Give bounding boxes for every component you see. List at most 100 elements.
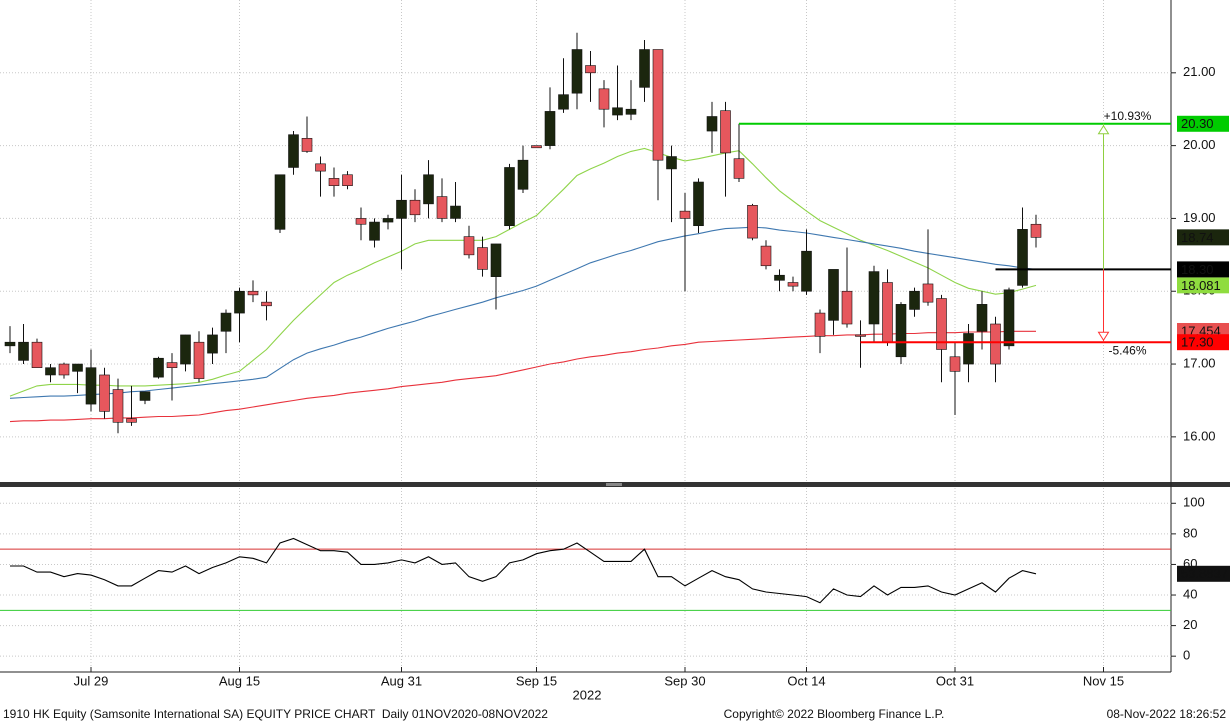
candle-body: [733, 158, 745, 179]
y-tick-label: 100: [1183, 495, 1205, 510]
x-tick-label: Jul 29: [74, 673, 109, 688]
candle-body: [234, 290, 245, 314]
candle-body: [598, 88, 610, 110]
candle-body: [666, 156, 677, 170]
candle-body: [342, 174, 353, 186]
candle-body: [355, 218, 367, 225]
y-tick-label: 17.00: [1183, 355, 1216, 370]
x-tick-label: Aug 15: [219, 673, 260, 688]
candle-body: [976, 304, 988, 332]
candle-body: [58, 363, 70, 376]
price-label: 18.081: [1181, 278, 1221, 293]
x-tick-label: Sep 15: [516, 673, 557, 688]
price-label-box: [1177, 261, 1229, 278]
candle-body: [504, 167, 515, 227]
candle-body: [45, 367, 56, 376]
candle-body: [207, 334, 218, 354]
price-label: 20.30: [1181, 116, 1214, 131]
candle-body: [922, 283, 934, 303]
candle-body: [31, 341, 43, 368]
x-tick-label: Sep 30: [664, 673, 705, 688]
candle-body: [85, 367, 97, 405]
x-tick-label: Nov 15: [1083, 673, 1124, 688]
candle-body: [936, 298, 947, 350]
candle-body: [369, 221, 380, 241]
price-label: 18.30: [1181, 262, 1214, 277]
candle-body: [760, 245, 772, 267]
price-label-box: [1177, 277, 1229, 294]
candle-body: [166, 362, 178, 368]
candle-body: [531, 145, 542, 149]
candle-body: [423, 174, 434, 205]
candle-body: [801, 250, 812, 292]
candle-body: [706, 116, 718, 132]
candle-body: [477, 247, 488, 270]
candle-body: [153, 357, 164, 378]
candle-body: [868, 271, 880, 325]
candle-body: [612, 107, 623, 116]
candle-body: [679, 210, 691, 219]
y-tick-label: 19.00: [1183, 210, 1216, 225]
candle-body: [409, 199, 421, 216]
candle-body: [814, 312, 826, 337]
y-tick-label: 40: [1183, 586, 1197, 601]
y-tick-label: 80: [1183, 525, 1197, 540]
candle-body: [517, 159, 529, 190]
candle-body: [720, 110, 731, 154]
candle-body: [463, 236, 475, 256]
candle-body: [180, 334, 191, 365]
price-label-box: [1177, 115, 1229, 132]
candle-body: [841, 290, 853, 325]
rsi-line: [10, 537, 1037, 604]
candle-body: [193, 341, 205, 379]
candle-body: [949, 356, 961, 372]
annotation: -5.46%: [1108, 343, 1146, 357]
y-tick-label: 20.00: [1183, 137, 1216, 152]
candle-body: [787, 282, 799, 287]
candle-body: [882, 282, 893, 343]
price-label-box: [1177, 334, 1229, 351]
candle-body: [288, 134, 299, 168]
candle-body: [4, 341, 16, 347]
x-tick-label: Oct 14: [787, 673, 825, 688]
price-label: 17.30: [1181, 335, 1214, 350]
candle-body: [585, 65, 596, 74]
candle-body: [909, 290, 920, 310]
candle-body: [436, 196, 448, 219]
candle-body: [855, 334, 866, 337]
candle-body: [450, 205, 461, 219]
candle-body: [1003, 289, 1015, 347]
moving-average: [9, 226, 1037, 399]
price-label-box: [1177, 229, 1229, 246]
measure-arrow: [1097, 124, 1110, 135]
candle-body: [382, 218, 394, 223]
candle-body: [396, 199, 407, 219]
candle-body: [1017, 229, 1028, 286]
candle-body: [247, 290, 259, 296]
candle-body: [18, 341, 29, 361]
candle-body: [990, 323, 1001, 365]
candle-body: [774, 274, 785, 281]
candle-body: [139, 391, 151, 401]
candle-body: [693, 181, 704, 227]
candle-body: [639, 49, 650, 88]
candle-body: [544, 111, 556, 146]
candle-body: [72, 363, 83, 372]
y-tick-label: 0: [1183, 648, 1190, 663]
footer-left: 1910 HK Equity (Samsonite International …: [3, 707, 548, 721]
candle-body: [261, 301, 272, 307]
candle-body: [895, 304, 907, 358]
candle-body: [99, 374, 110, 412]
candle-body: [220, 312, 232, 332]
candle-body: [315, 163, 326, 172]
x-tick-label: Aug 31: [381, 673, 422, 688]
price-label: 18.74: [1181, 230, 1214, 245]
candle-body: [301, 138, 313, 152]
x-tick-label: Oct 31: [936, 673, 974, 688]
footer-center: Copyright© 2022 Bloomberg Finance L.P.: [724, 707, 945, 721]
candle-body: [558, 94, 569, 110]
measure-arrow: [1097, 331, 1110, 342]
annotation: +10.93%: [1104, 109, 1152, 123]
value-label-box: [1177, 565, 1230, 582]
